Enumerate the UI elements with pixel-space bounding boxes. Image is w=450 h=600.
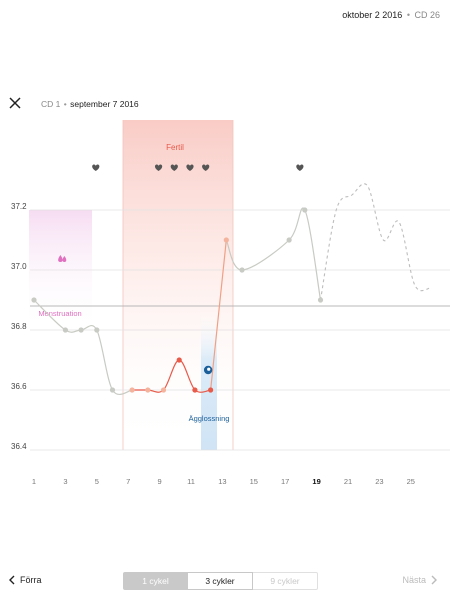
heart-icon — [154, 164, 163, 171]
x-tick-label: 3 — [63, 477, 67, 486]
heart-icon — [186, 164, 194, 171]
drop-icon — [58, 255, 63, 262]
segment-3-cycles[interactable]: 3 cykler — [188, 572, 253, 590]
heart-icon — [92, 164, 100, 171]
x-tick-label: 21 — [344, 477, 352, 486]
segment-9-cycles[interactable]: 9 cykler — [253, 572, 318, 590]
cycle-start-date: september 7 2016 — [70, 99, 139, 109]
temp-point — [109, 387, 116, 393]
temp-line-post — [225, 207, 322, 301]
temp-point — [62, 327, 68, 333]
y-tick-label: 36.4 — [11, 442, 27, 451]
date-separator: • — [406, 10, 410, 20]
next-label: Nästa — [402, 575, 426, 585]
temp-point — [302, 207, 308, 213]
bottom-navigation: Förra 1 cykel 3 cykler 9 cykler Nästa — [0, 566, 450, 596]
temp-point — [286, 237, 292, 243]
temp-point — [176, 357, 182, 363]
y-tick-label: 37.0 — [11, 262, 27, 271]
x-tick-label: 15 — [250, 477, 258, 486]
predicted-temp-line — [319, 183, 431, 301]
temp-point — [239, 267, 245, 273]
x-tick-label: 19 — [312, 477, 320, 486]
x-tick-label: 25 — [407, 477, 415, 486]
y-tick-label: 36.8 — [11, 322, 27, 331]
cycle-range-selector: 1 cykel 3 cykler 9 cykler — [123, 572, 318, 590]
heart-icon — [296, 164, 304, 171]
fertile-label: Fertil — [166, 143, 184, 152]
heart-icon — [202, 164, 210, 171]
x-tick-label: 23 — [375, 477, 383, 486]
x-tick-label: 17 — [281, 477, 289, 486]
temp-point — [160, 387, 167, 393]
temp-point — [192, 387, 198, 393]
ovulation-band — [201, 310, 217, 450]
next-cycle-button[interactable]: Nästa — [402, 575, 438, 585]
ovulation-marker-highlight — [207, 367, 211, 371]
temp-point — [94, 327, 100, 333]
previous-label: Förra — [20, 575, 42, 585]
temp-point — [145, 387, 151, 393]
temp-point — [208, 387, 214, 393]
temp-line-rise — [210, 239, 227, 391]
y-tick-label: 36.6 — [11, 382, 27, 391]
temp-point — [129, 387, 135, 393]
menstruation-label: Menstruation — [38, 309, 81, 318]
current-date-text: oktober 2 2016 — [342, 10, 403, 20]
y-tick-label: 37.2 — [11, 202, 27, 211]
temperature-chart[interactable]: 37.2 37.0 36.8 36.6 36.4 1 3 5 7 9 11 13 15 17 19 21 23 2… — [0, 110, 450, 500]
x-tick-label: 13 — [218, 477, 226, 486]
x-tick-label: 7 — [126, 477, 130, 486]
temp-point — [317, 297, 324, 303]
x-tick-label: 1 — [32, 477, 36, 486]
temp-point — [78, 327, 84, 333]
x-tick-label: 5 — [95, 477, 99, 486]
temperature-chart-svg: 37.237.036.836.636.41 3 5 7 9 11 13 15 17 19 21 23 2… — [11, 120, 450, 486]
drop-icon — [62, 256, 67, 262]
heart-icon — [170, 164, 178, 171]
current-cycle-day: CD 26 — [414, 10, 440, 20]
chevron-left-icon — [9, 575, 15, 585]
x-tick-label: 11 — [187, 477, 195, 486]
previous-cycle-button[interactable]: Förra — [8, 575, 42, 585]
segment-1-cycle[interactable]: 1 cykel — [123, 572, 188, 590]
close-icon — [9, 97, 21, 109]
chevron-right-icon — [431, 575, 437, 585]
current-date: oktober 2 2016 • CD 26 — [342, 10, 440, 20]
cycle-cd: CD 1 — [41, 99, 61, 109]
temp-point — [223, 237, 229, 243]
close-button[interactable] — [6, 94, 24, 112]
x-tick-label: 9 — [158, 477, 162, 486]
temp-point — [31, 297, 37, 303]
cycle-separator: • — [63, 99, 67, 109]
cycle-info: CD 1 • september 7 2016 — [41, 99, 139, 109]
ovulation-label: Ägglossning — [189, 414, 230, 423]
